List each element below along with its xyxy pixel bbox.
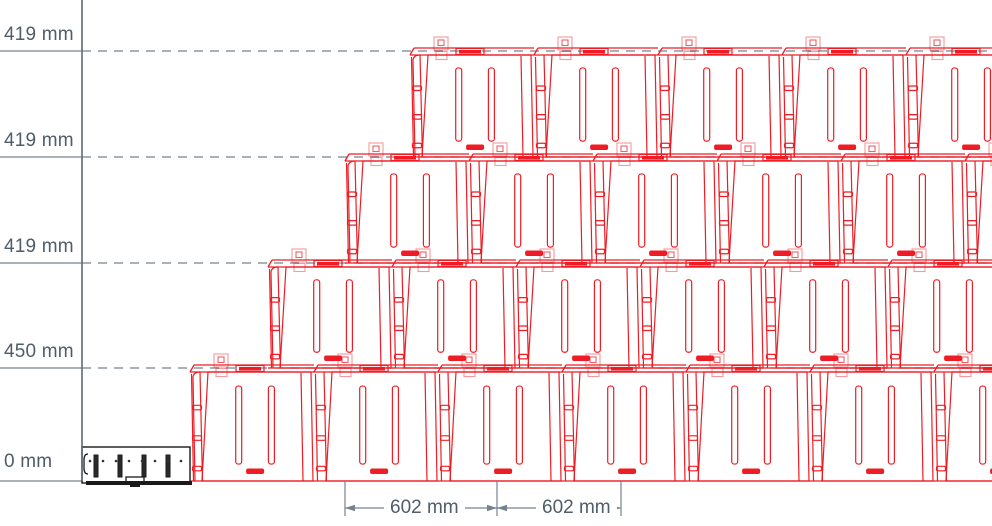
axis-label-baseline: 0 mm <box>4 451 53 472</box>
gridlines-group <box>0 50 992 482</box>
dimension-label-span-2: 602 mm <box>536 498 617 517</box>
axis-label-level-3: 450 mm <box>4 341 74 362</box>
axis-label-level-0: 419 mm <box>4 24 74 45</box>
wall-group <box>189 36 992 482</box>
axis-label-level-1: 419 mm <box>4 130 74 151</box>
axis-label-level-2: 419 mm <box>4 236 74 257</box>
foundation-group <box>81 446 192 487</box>
dimension-label-span-1: 602 mm <box>384 498 465 517</box>
